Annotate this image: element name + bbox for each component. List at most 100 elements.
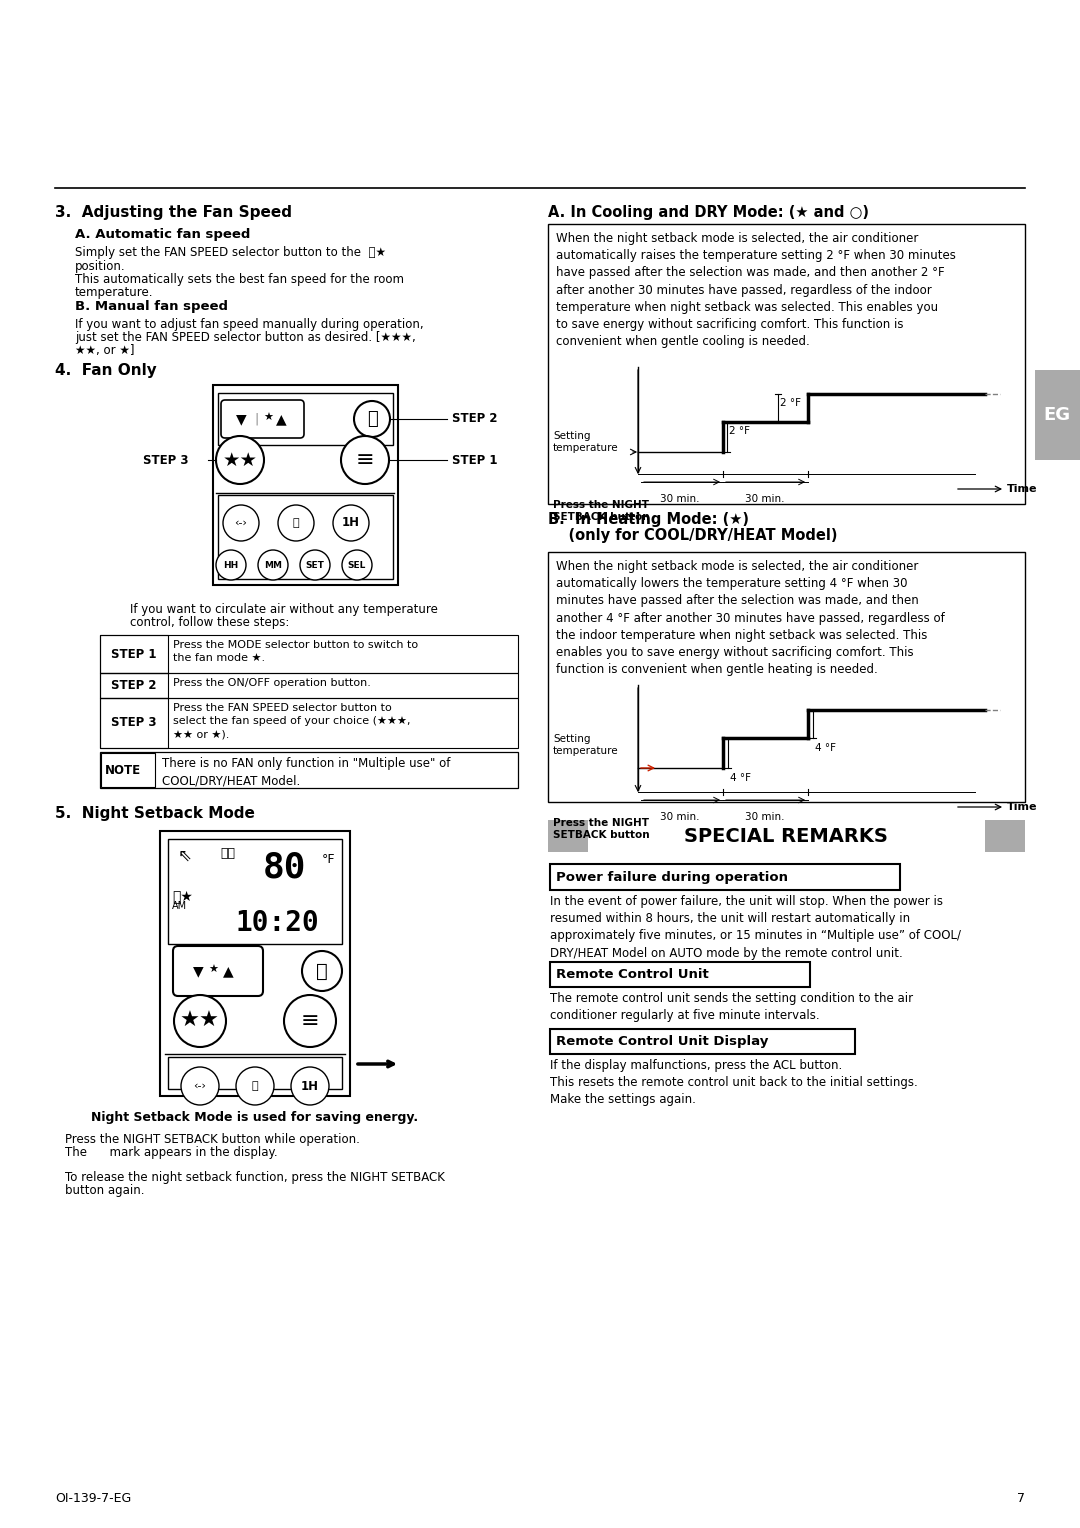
Text: STEP 1: STEP 1 <box>453 454 498 466</box>
Text: Setting
temperature: Setting temperature <box>553 733 619 756</box>
Bar <box>100 672 168 698</box>
Text: 4 °F: 4 °F <box>815 743 836 753</box>
Text: ⇖: ⇖ <box>178 847 192 865</box>
Text: Setting
temperature: Setting temperature <box>553 431 619 454</box>
Text: This automatically sets the best fan speed for the room: This automatically sets the best fan spe… <box>75 274 404 286</box>
Text: Ⓐ★: Ⓐ★ <box>172 889 193 903</box>
Text: Time: Time <box>1007 802 1038 811</box>
Text: ≡: ≡ <box>355 451 375 471</box>
Bar <box>548 225 1025 504</box>
Bar <box>1035 370 1080 460</box>
Text: temperature.: temperature. <box>75 286 153 299</box>
Text: Night Setback Mode is used for saving energy.: Night Setback Mode is used for saving en… <box>92 1111 419 1125</box>
Text: SPECIAL REMARKS: SPECIAL REMARKS <box>684 827 888 845</box>
Bar <box>168 839 342 944</box>
Text: SET: SET <box>306 561 324 570</box>
Text: Press the ON/OFF operation button.: Press the ON/OFF operation button. <box>173 678 370 688</box>
Bar <box>213 385 399 585</box>
Text: STEP 1: STEP 1 <box>111 648 157 660</box>
Text: just set the FAN SPEED selector button as desired. [★★★,: just set the FAN SPEED selector button a… <box>75 332 416 344</box>
Text: button again.: button again. <box>65 1184 145 1196</box>
Text: 4.  Fan Only: 4. Fan Only <box>55 364 157 377</box>
Bar <box>100 672 518 698</box>
Text: There is no FAN only function in "Multiple use" of
COOL/DRY/HEAT Model.: There is no FAN only function in "Multip… <box>162 756 450 787</box>
Text: If you want to circulate air without any temperature: If you want to circulate air without any… <box>130 604 437 616</box>
Text: Press the FAN SPEED selector button to
select the fan speed of your choice (★★★,: Press the FAN SPEED selector button to s… <box>173 703 410 740</box>
Text: ★★: ★★ <box>180 1012 220 1031</box>
Text: OI-139-7-EG: OI-139-7-EG <box>55 1491 132 1505</box>
Circle shape <box>284 995 336 1047</box>
Text: HH: HH <box>224 561 239 570</box>
Bar <box>100 698 518 749</box>
Text: The remote control unit sends the setting condition to the air
conditioner regul: The remote control unit sends the settin… <box>550 992 913 1022</box>
Text: AM: AM <box>172 902 187 911</box>
Circle shape <box>174 995 226 1047</box>
Bar <box>102 753 156 787</box>
Circle shape <box>342 550 372 581</box>
Text: B.  In Heating Mode: (★): B. In Heating Mode: (★) <box>548 512 750 527</box>
Bar <box>548 552 1025 802</box>
Circle shape <box>354 400 390 437</box>
Text: STEP 2: STEP 2 <box>111 678 157 692</box>
Circle shape <box>222 504 259 541</box>
Circle shape <box>300 550 330 581</box>
Text: ⬜⬜: ⬜⬜ <box>220 847 235 860</box>
Text: A. Automatic fan speed: A. Automatic fan speed <box>75 228 251 241</box>
Bar <box>100 636 168 672</box>
Bar <box>160 831 350 1096</box>
Bar <box>985 821 1025 853</box>
Circle shape <box>341 435 389 484</box>
Text: B. Manual fan speed: B. Manual fan speed <box>75 299 228 313</box>
Text: If you want to adjust fan speed manually during operation,: If you want to adjust fan speed manually… <box>75 318 423 332</box>
Text: 7: 7 <box>1017 1491 1025 1505</box>
Text: ‹-›: ‹-› <box>193 1080 206 1091</box>
Text: ★★: ★★ <box>222 451 257 469</box>
Text: Press the NIGHT
SETBACK button: Press the NIGHT SETBACK button <box>553 817 650 840</box>
Text: Press the NIGHT
SETBACK button: Press the NIGHT SETBACK button <box>553 500 650 523</box>
Text: If the display malfunctions, press the ACL button.
This resets the remote contro: If the display malfunctions, press the A… <box>550 1059 918 1106</box>
Text: Press the MODE selector button to switch to
the fan mode ★.: Press the MODE selector button to switch… <box>173 640 418 663</box>
Text: 30 min.: 30 min. <box>660 811 700 822</box>
Bar <box>550 1028 855 1054</box>
Bar <box>100 752 518 788</box>
Text: ★: ★ <box>264 413 273 423</box>
Text: STEP 3: STEP 3 <box>143 454 189 466</box>
Text: MM: MM <box>264 561 282 570</box>
Text: ★: ★ <box>208 966 218 975</box>
Bar <box>168 1057 342 1089</box>
Text: A. In Cooling and DRY Mode: (★ and ○): A. In Cooling and DRY Mode: (★ and ○) <box>548 205 869 220</box>
Circle shape <box>278 504 314 541</box>
Text: STEP 2: STEP 2 <box>453 413 498 425</box>
Circle shape <box>302 950 342 992</box>
Text: When the night setback mode is selected, the air conditioner
automatically lower: When the night setback mode is selected,… <box>556 559 945 677</box>
Text: 1H: 1H <box>301 1079 319 1093</box>
Text: Simply set the FAN SPEED selector button to the  Ⓐ★: Simply set the FAN SPEED selector button… <box>75 246 386 260</box>
Circle shape <box>216 550 246 581</box>
Text: 2 °F: 2 °F <box>729 426 750 435</box>
Text: ⏻: ⏻ <box>366 410 377 428</box>
Bar <box>218 495 393 579</box>
Text: Power failure during operation: Power failure during operation <box>556 871 788 883</box>
Text: 2 °F: 2 °F <box>780 397 801 408</box>
Text: To release the night setback function, press the NIGHT SETBACK: To release the night setback function, p… <box>65 1170 445 1184</box>
Text: 3.  Adjusting the Fan Speed: 3. Adjusting the Fan Speed <box>55 205 292 220</box>
Circle shape <box>237 1067 274 1105</box>
Text: ⬜: ⬜ <box>252 1080 258 1091</box>
Circle shape <box>333 504 369 541</box>
Text: 30 min.: 30 min. <box>660 494 700 504</box>
Text: ▲: ▲ <box>275 413 286 426</box>
Text: Press the NIGHT SETBACK button while operation.: Press the NIGHT SETBACK button while ope… <box>65 1132 360 1146</box>
Text: 30 min.: 30 min. <box>745 811 785 822</box>
Bar <box>100 698 168 749</box>
Text: Remote Control Unit: Remote Control Unit <box>556 967 708 981</box>
Text: °F: °F <box>322 853 336 866</box>
Text: 4 °F: 4 °F <box>730 773 751 782</box>
Text: ★★, or ★]: ★★, or ★] <box>75 344 135 358</box>
Bar <box>550 963 810 987</box>
Text: The      mark appears in the display.: The mark appears in the display. <box>65 1146 278 1160</box>
Text: ▼: ▼ <box>235 413 246 426</box>
Text: STEP 3: STEP 3 <box>111 717 157 729</box>
FancyBboxPatch shape <box>173 946 264 996</box>
Text: ⏻: ⏻ <box>316 961 328 981</box>
Text: 10:20: 10:20 <box>235 909 319 937</box>
